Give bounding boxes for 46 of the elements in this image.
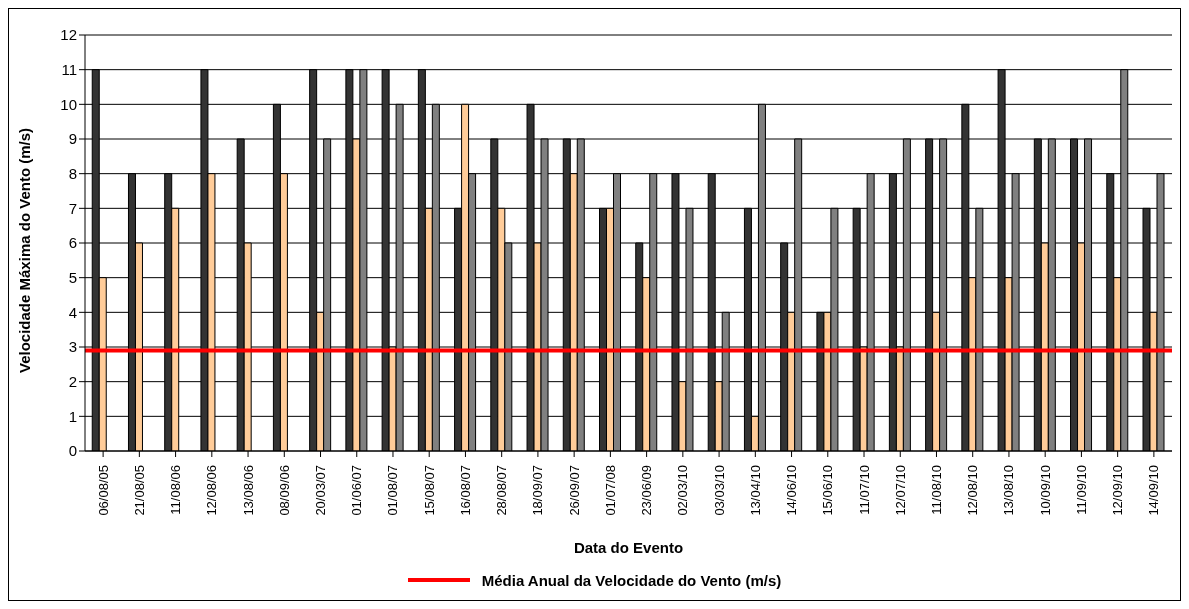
x-tick-label: 11/07/10 — [856, 465, 872, 515]
y-tick-label: 8 — [68, 164, 77, 182]
y-tick-label: 11 — [61, 60, 77, 78]
y-tick-label: 5 — [68, 268, 77, 286]
x-tick-label: 01/08/07 — [385, 465, 401, 516]
x-tick-label: 13/08/06 — [240, 465, 256, 516]
x-tick-label: 01/07/08 — [602, 465, 618, 516]
x-tick-label: 12/08/10 — [965, 465, 981, 516]
x-axis-title: Data do Evento — [573, 539, 684, 556]
x-tick-label: 15/08/07 — [421, 465, 437, 516]
x-tick-label: 11/08/10 — [928, 465, 944, 515]
x-tick-label: 16/08/07 — [457, 465, 473, 516]
x-tick-label: 13/08/10 — [1001, 465, 1017, 516]
x-tick-label: 13/04/10 — [747, 465, 763, 516]
legend-label: Média Anual da Velocidade do Vento (m/s) — [481, 571, 782, 589]
x-tick-label: 28/08/07 — [494, 465, 510, 516]
x-tick-label: 03/03/10 — [711, 465, 727, 516]
x-tick-label: 12/08/06 — [204, 465, 220, 516]
x-tick-label: 12/09/10 — [1110, 465, 1126, 516]
x-tick-label: 02/03/10 — [675, 465, 691, 516]
x-tick-label: 20/03/07 — [313, 465, 329, 516]
y-axis-title: Velocidade Máxima do Vento (m/s) — [16, 127, 34, 373]
y-tick-label: 12 — [60, 26, 77, 44]
y-tick-label: 10 — [60, 95, 77, 113]
x-tick-label: 11/08/06 — [168, 465, 184, 515]
y-tick-label: 2 — [68, 372, 77, 390]
x-tick-label: 06/08/05 — [95, 465, 111, 516]
x-tick-label: 01/06/07 — [349, 465, 365, 516]
x-tick-label: 23/06/09 — [639, 465, 655, 516]
x-tick-label: 26/09/07 — [566, 465, 582, 516]
x-tick-label: 21/08/05 — [131, 465, 147, 516]
x-tick-label: 15/06/10 — [820, 465, 836, 516]
x-tick-label: 10/09/10 — [1037, 465, 1053, 516]
x-tick-label: 18/09/07 — [530, 465, 546, 516]
y-tick-label: 0 — [68, 442, 77, 460]
y-tick-label: 4 — [68, 303, 77, 321]
y-tick-label: 6 — [68, 234, 77, 252]
y-tick-label: 3 — [68, 338, 77, 356]
y-tick-label: 1 — [68, 407, 77, 425]
x-tick-label: 12/07/10 — [892, 465, 908, 516]
x-tick-label: 14/06/10 — [784, 465, 800, 516]
x-tick-label: 08/09/06 — [276, 465, 292, 516]
y-tick-label: 9 — [68, 130, 77, 148]
x-tick-label: 14/09/10 — [1146, 465, 1162, 516]
y-tick-label: 7 — [68, 199, 77, 217]
x-tick-label: 11/09/10 — [1073, 465, 1089, 515]
